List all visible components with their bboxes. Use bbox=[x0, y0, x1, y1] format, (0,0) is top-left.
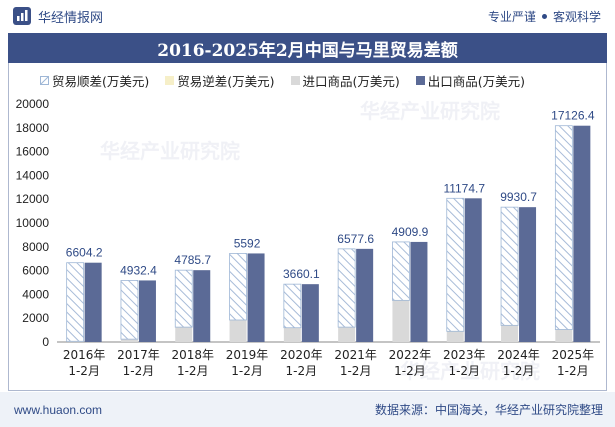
import-bar bbox=[175, 327, 193, 342]
tagline-1: 专业严谨 bbox=[487, 9, 536, 24]
x-tick-label: 1-2月 bbox=[231, 364, 263, 378]
export-bar bbox=[464, 198, 482, 342]
legend-label-surplus: 贸易顺差(万美元) bbox=[52, 73, 150, 89]
tagline: 专业严谨 客观科学 bbox=[488, 8, 615, 25]
legend-item-deficit: 贸易逆差(万美元) bbox=[165, 71, 275, 90]
chart-frame bbox=[8, 63, 607, 391]
y-tick-label: 6000 bbox=[22, 264, 49, 278]
data-label: 9930.7 bbox=[500, 190, 537, 204]
y-tick-label: 18000 bbox=[16, 121, 50, 135]
legend-label-deficit: 贸易逆差(万美元) bbox=[177, 73, 275, 89]
data-label: 4909.9 bbox=[392, 225, 429, 239]
export-bar bbox=[84, 262, 102, 342]
surplus-bar bbox=[446, 197, 465, 332]
export-bar bbox=[247, 253, 265, 342]
y-tick-label: 0 bbox=[42, 335, 49, 349]
import-bar bbox=[338, 327, 356, 342]
export-bar bbox=[301, 284, 319, 342]
surplus-bar bbox=[392, 241, 410, 301]
y-tick-label: 4000 bbox=[22, 287, 49, 301]
export-bar bbox=[573, 125, 591, 342]
x-tick-label: 1-2月 bbox=[286, 364, 318, 378]
legend-item-import: 进口商品(万美元) bbox=[290, 71, 400, 90]
legend-label-export: 出口商品(万美元) bbox=[427, 73, 526, 89]
x-tick-label: 2016年 bbox=[63, 348, 106, 362]
legend-swatch-export bbox=[415, 75, 425, 85]
data-label: 3660.1 bbox=[283, 267, 320, 281]
x-tick-label: 2018年 bbox=[171, 348, 214, 362]
data-label: 6604.2 bbox=[66, 246, 103, 260]
x-tick-label: 1-2月 bbox=[340, 364, 372, 378]
legend-label-import: 进口商品(万美元) bbox=[302, 73, 400, 89]
surplus-bar bbox=[283, 283, 302, 329]
x-tick-label: 1-2月 bbox=[557, 364, 589, 378]
legend-swatch-surplus bbox=[40, 75, 49, 85]
legend-swatch-deficit bbox=[165, 75, 175, 85]
data-label: 4785.7 bbox=[174, 253, 211, 267]
export-bar bbox=[410, 241, 428, 342]
x-tick-label: 1-2月 bbox=[448, 364, 480, 378]
surplus-bar bbox=[66, 262, 85, 342]
x-tick-label: 2019年 bbox=[226, 348, 269, 362]
x-tick-label: 2024年 bbox=[497, 348, 540, 362]
surplus-bar bbox=[120, 280, 139, 340]
export-bar bbox=[356, 248, 374, 342]
chart-legend: 贸易顺差(万美元) 贸易逆差(万美元) 进口商品(万美元) 出口商品(万美元) bbox=[40, 70, 600, 90]
website-link[interactable]: www.huaon.com bbox=[14, 402, 103, 417]
data-label: 5592 bbox=[234, 236, 261, 250]
x-tick-label: 2023年 bbox=[443, 348, 486, 362]
surplus-bar bbox=[229, 253, 247, 321]
x-tick-label: 2017年 bbox=[117, 348, 160, 362]
x-tick-label: 2025年 bbox=[552, 348, 595, 362]
import-bar bbox=[120, 339, 138, 342]
surplus-bar bbox=[337, 248, 356, 328]
brand: 华经情报网 bbox=[0, 6, 103, 26]
chart-title: 2016-2025年2月中国与马里贸易差额 bbox=[157, 40, 458, 61]
brand-name: 华经情报网 bbox=[38, 10, 104, 26]
x-tick-label: 2022年 bbox=[389, 348, 432, 362]
y-tick-label: 14000 bbox=[16, 168, 50, 182]
import-bar bbox=[229, 319, 247, 342]
y-tick-label: 12000 bbox=[16, 192, 50, 206]
export-bar bbox=[138, 280, 156, 342]
data-source: 数据来源：中国海关，华经产业研究院整理 bbox=[374, 403, 603, 417]
legend-swatch-import bbox=[290, 75, 300, 85]
surplus-bar bbox=[500, 206, 519, 326]
import-bar bbox=[446, 331, 464, 342]
x-tick-label: 2021年 bbox=[334, 348, 377, 362]
x-tick-label: 2020年 bbox=[280, 348, 323, 362]
x-tick-label: 1-2月 bbox=[123, 364, 155, 378]
brand-logo-icon bbox=[13, 7, 31, 25]
data-label: 4932.4 bbox=[120, 263, 157, 277]
import-bar bbox=[283, 327, 301, 342]
tagline-2: 客观科学 bbox=[552, 9, 601, 24]
data-label: 17126.4 bbox=[551, 109, 595, 123]
x-tick-label: 1-2月 bbox=[503, 364, 535, 378]
export-bar bbox=[519, 207, 537, 342]
bullet-icon bbox=[541, 13, 547, 19]
import-bar bbox=[501, 325, 519, 342]
y-tick-label: 10000 bbox=[16, 216, 50, 230]
y-tick-label: 16000 bbox=[16, 145, 50, 159]
x-tick-label: 1-2月 bbox=[177, 364, 209, 378]
top-bar: 华经情报网 专业严谨 客观科学 bbox=[0, 0, 615, 32]
y-tick-label: 20000 bbox=[16, 97, 50, 111]
x-tick-label: 1-2月 bbox=[394, 364, 426, 378]
import-bar bbox=[392, 300, 410, 342]
legend-item-export: 出口商品(万美元) bbox=[415, 71, 526, 90]
legend-item-surplus: 贸易顺差(万美元) bbox=[40, 71, 149, 90]
surplus-bar bbox=[554, 125, 573, 330]
y-tick-label: 8000 bbox=[22, 240, 49, 254]
y-tick-label: 2000 bbox=[22, 311, 49, 325]
title-bar: 2016-2025年2月中国与马里贸易差额 bbox=[8, 33, 607, 63]
data-label: 6577.6 bbox=[337, 232, 374, 246]
import-bar bbox=[555, 329, 573, 342]
export-bar bbox=[193, 270, 211, 342]
x-tick-label: 1-2月 bbox=[68, 364, 100, 378]
footer: www.huaon.com 数据来源：中国海关，华经产业研究院整理 bbox=[0, 392, 615, 427]
surplus-bar bbox=[174, 269, 193, 328]
data-label: 11174.7 bbox=[443, 181, 485, 195]
